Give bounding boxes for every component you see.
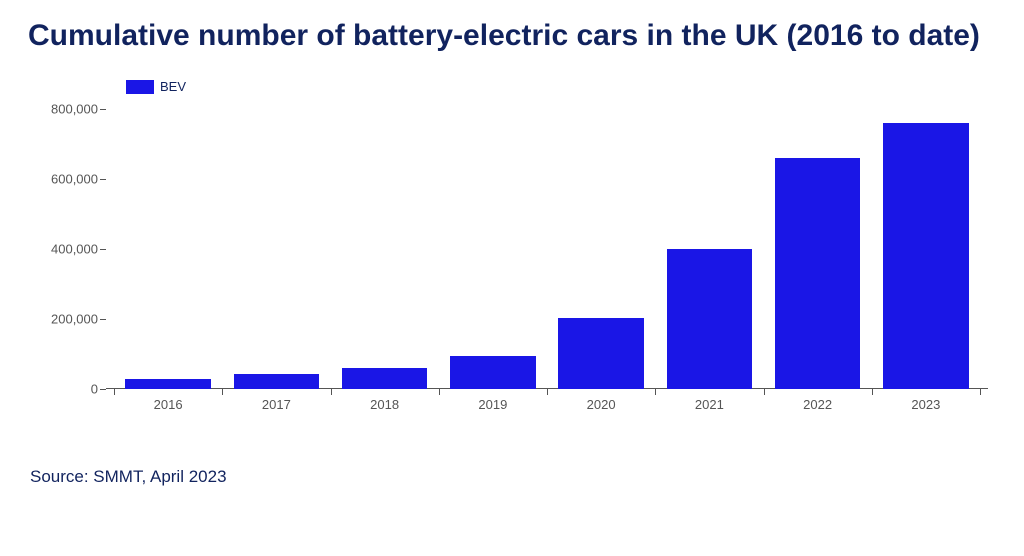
chart-container: Cumulative number of battery-electric ca… (0, 0, 1024, 556)
xtick-label: 2020 (587, 397, 616, 412)
xtick (439, 389, 440, 395)
source-text: Source: SMMT, April 2023 (30, 467, 996, 487)
xtick-label: 2019 (478, 397, 507, 412)
xtick (114, 389, 115, 395)
xtick-label: 2018 (370, 397, 399, 412)
xtick (764, 389, 765, 395)
ytick-label: 0 (91, 382, 106, 397)
xtick (655, 389, 656, 395)
legend-swatch (126, 80, 154, 94)
chart-title: Cumulative number of battery-electric ca… (28, 18, 996, 53)
legend-label: BEV (160, 79, 186, 94)
xtick (980, 389, 981, 395)
xtick-label: 2022 (803, 397, 832, 412)
bar (342, 368, 428, 389)
xtick-label: 2023 (911, 397, 940, 412)
bar (234, 374, 320, 390)
xtick (331, 389, 332, 395)
xtick (547, 389, 548, 395)
legend: BEV (126, 79, 186, 94)
xtick (872, 389, 873, 395)
ytick-label: 400,000 (51, 242, 106, 257)
bar (558, 318, 644, 390)
xtick-label: 2017 (262, 397, 291, 412)
bar (775, 158, 861, 389)
bar (883, 123, 969, 389)
ytick-label: 600,000 (51, 172, 106, 187)
bar (125, 379, 211, 390)
bar (667, 249, 753, 389)
plot-area: 0200,000400,000600,000800,00020162017201… (106, 109, 988, 389)
ytick-label: 800,000 (51, 102, 106, 117)
xtick-label: 2021 (695, 397, 724, 412)
xtick-label: 2016 (154, 397, 183, 412)
ytick-label: 200,000 (51, 312, 106, 327)
xtick (222, 389, 223, 395)
chart: BEV 0200,000400,000600,000800,0002016201… (36, 79, 996, 419)
bar (450, 356, 536, 389)
